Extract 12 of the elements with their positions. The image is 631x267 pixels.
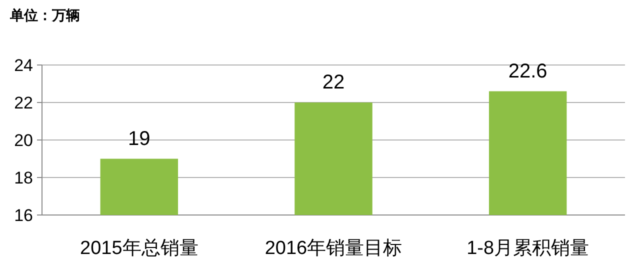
y-tick-label: 22 xyxy=(14,94,33,112)
data-label: 19 xyxy=(128,128,150,150)
data-label: 22 xyxy=(322,72,345,94)
chart-title: 单位：万辆 xyxy=(9,7,80,23)
x-tick-label: 2016年销量目标 xyxy=(264,238,402,259)
y-tick-label: 16 xyxy=(14,206,33,225)
y-tick-label: 20 xyxy=(14,131,33,150)
x-tick-label: 1-8月累积销量 xyxy=(466,238,590,259)
y-tick-label: 18 xyxy=(14,168,33,188)
y-tick-label: 24 xyxy=(14,56,33,75)
data-label: 22.6 xyxy=(508,60,548,82)
x-tick-label: 2015年总销量 xyxy=(80,238,198,259)
